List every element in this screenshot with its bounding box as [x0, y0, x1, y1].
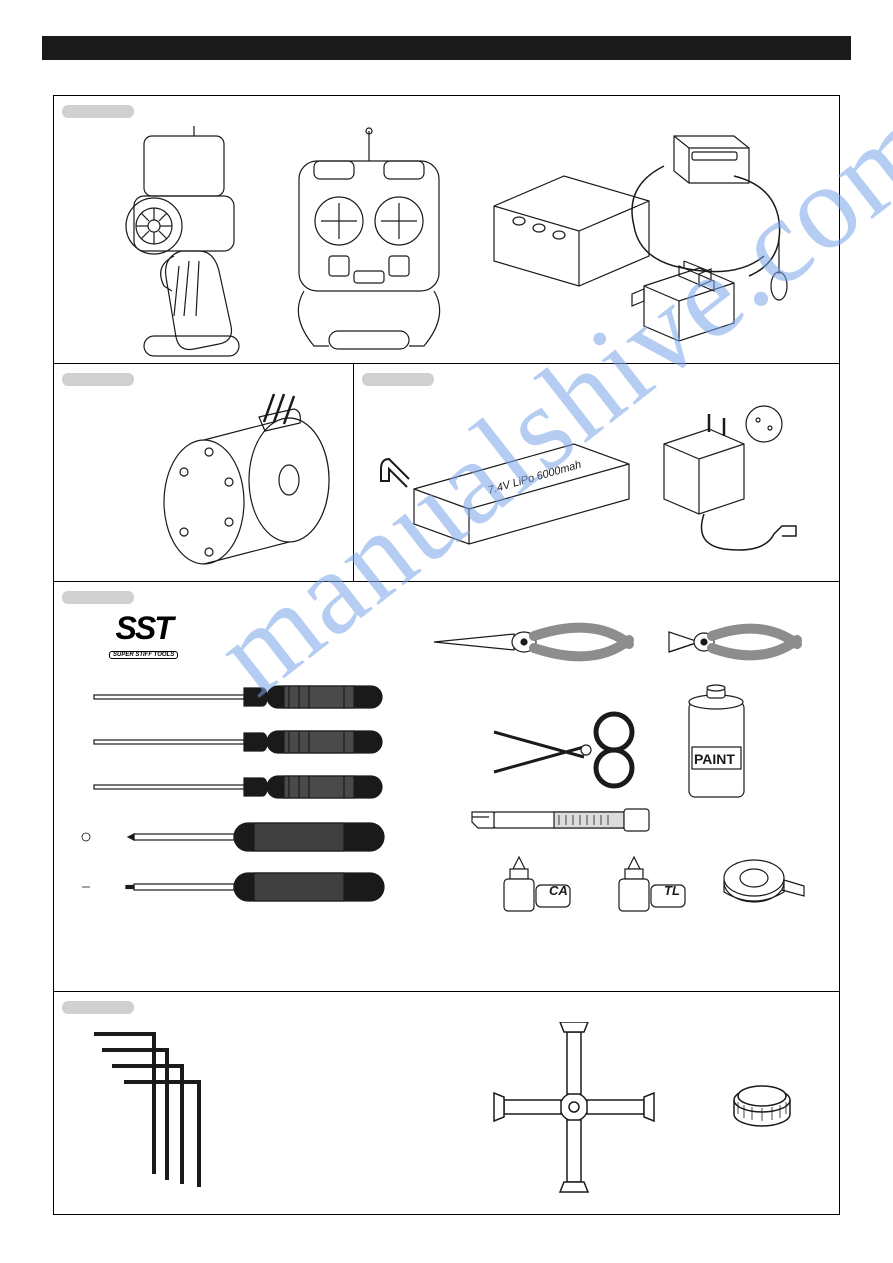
- motor-illustration: [154, 392, 334, 577]
- included-tools-illustration: [74, 1022, 824, 1207]
- page-frame: 7.4V LiPo 6000mah SST SUPER ST: [53, 95, 840, 1215]
- radio-equipment-illustration: [74, 116, 824, 361]
- tools-illustration: PAINT CA TL: [64, 612, 834, 987]
- section-label: [62, 373, 134, 386]
- glue-tl-label: TL: [664, 883, 680, 898]
- battery-charger-illustration: 7.4V LiPo 6000mah: [374, 389, 824, 579]
- paint-label: PAINT: [694, 751, 735, 767]
- section-included-tools: [54, 992, 839, 1214]
- glue-ca-label: CA: [549, 883, 568, 898]
- section-label: [362, 373, 434, 386]
- section-row-motor-battery: 7.4V LiPo 6000mah: [54, 364, 839, 582]
- section-radio-gear: [54, 96, 839, 364]
- section-motor: [54, 364, 354, 581]
- section-label: [62, 1001, 134, 1014]
- header-bar: [42, 36, 851, 60]
- section-label: [62, 591, 134, 604]
- section-tools: SST SUPER STIFF TOOLS: [54, 582, 839, 992]
- section-battery: 7.4V LiPo 6000mah: [354, 364, 839, 581]
